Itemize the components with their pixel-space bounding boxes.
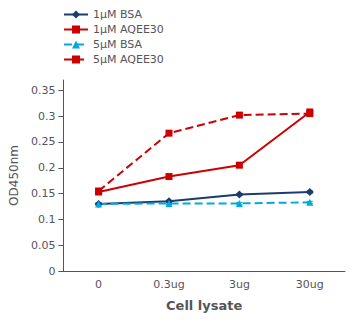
svg-text:5μM AQEE30: 5μM AQEE30 xyxy=(93,53,164,66)
svg-text:0.3: 0.3 xyxy=(38,110,56,123)
svg-text:0.25: 0.25 xyxy=(31,135,56,148)
svg-text:OD450nm: OD450nm xyxy=(7,145,21,206)
svg-text:0.15: 0.15 xyxy=(31,187,56,200)
svg-text:5μM BSA: 5μM BSA xyxy=(93,38,143,51)
svg-text:0.2: 0.2 xyxy=(38,161,56,174)
svg-text:0.3ug: 0.3ug xyxy=(153,278,184,291)
svg-text:1μM AQEE30: 1μM AQEE30 xyxy=(93,23,164,36)
svg-text:1μM BSA: 1μM BSA xyxy=(93,8,143,21)
svg-text:3ug: 3ug xyxy=(229,278,250,291)
svg-text:30ug: 30ug xyxy=(296,278,324,291)
svg-text:Cell lysate: Cell lysate xyxy=(166,298,242,313)
svg-text:0: 0 xyxy=(95,278,102,291)
svg-text:0.05: 0.05 xyxy=(31,239,56,252)
svg-text:0: 0 xyxy=(48,265,55,278)
svg-text:0.1: 0.1 xyxy=(38,213,56,226)
svg-text:0.35: 0.35 xyxy=(31,84,56,97)
